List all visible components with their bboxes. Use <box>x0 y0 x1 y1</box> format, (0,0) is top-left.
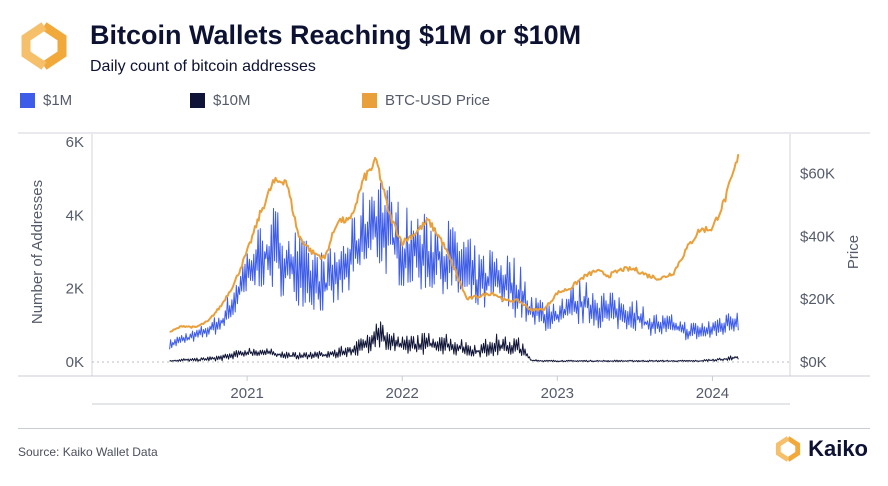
legend-label-1m: $1M <box>43 92 73 109</box>
series-10m-line <box>169 321 739 363</box>
y2-axis-title: Price <box>845 235 862 269</box>
y2-tick-label: $40K <box>800 228 835 245</box>
legend-swatch-1m <box>20 93 35 108</box>
legend-item-btc-price[interactable]: BTC-USD Price <box>362 92 490 109</box>
legend-item-10m[interactable]: $10M <box>190 92 251 109</box>
source-note: Source: Kaiko Wallet Data <box>18 445 158 459</box>
brand-logo: Kaiko <box>774 435 868 463</box>
y-tick-label: 4K <box>66 207 84 224</box>
x-tick-label: 2022 <box>386 385 419 402</box>
y2-tick-label: $0K <box>800 354 827 371</box>
kaiko-brand-icon <box>775 436 801 462</box>
footer-divider <box>18 428 870 429</box>
series-1m-line <box>169 182 739 350</box>
legend-swatch-10m <box>190 93 205 108</box>
y2-tick-label: $60K <box>800 165 835 182</box>
y-tick-label: 0K <box>66 354 84 371</box>
y-axis-title: Number of Addresses <box>29 180 46 324</box>
y-tick-label: 6K <box>66 134 84 151</box>
brand-name: Kaiko <box>808 436 868 461</box>
page-title: Bitcoin Wallets Reaching $1M or $10M <box>90 20 582 50</box>
legend-label-btc-price: BTC-USD Price <box>385 92 491 109</box>
legend-item-1m[interactable]: $1M <box>20 92 72 109</box>
x-tick-label: 2021 <box>230 385 263 402</box>
page-subtitle: Daily count of bitcoin addresses <box>90 58 316 75</box>
legend-label-10m: $10M <box>213 92 251 109</box>
legend-swatch-btc-price <box>362 93 377 108</box>
y2-tick-label: $20K <box>800 291 835 308</box>
x-tick-label: 2024 <box>696 385 729 402</box>
y-tick-label: 2K <box>66 281 84 298</box>
x-tick-label: 2023 <box>541 385 574 402</box>
chart-area: 0K 2K 4K 6K $0K $20K $40K $60K 2021 2022 2023 2024 N… <box>18 132 870 405</box>
kaiko-logo-icon <box>21 22 67 70</box>
series-btc-price-line <box>169 153 740 333</box>
